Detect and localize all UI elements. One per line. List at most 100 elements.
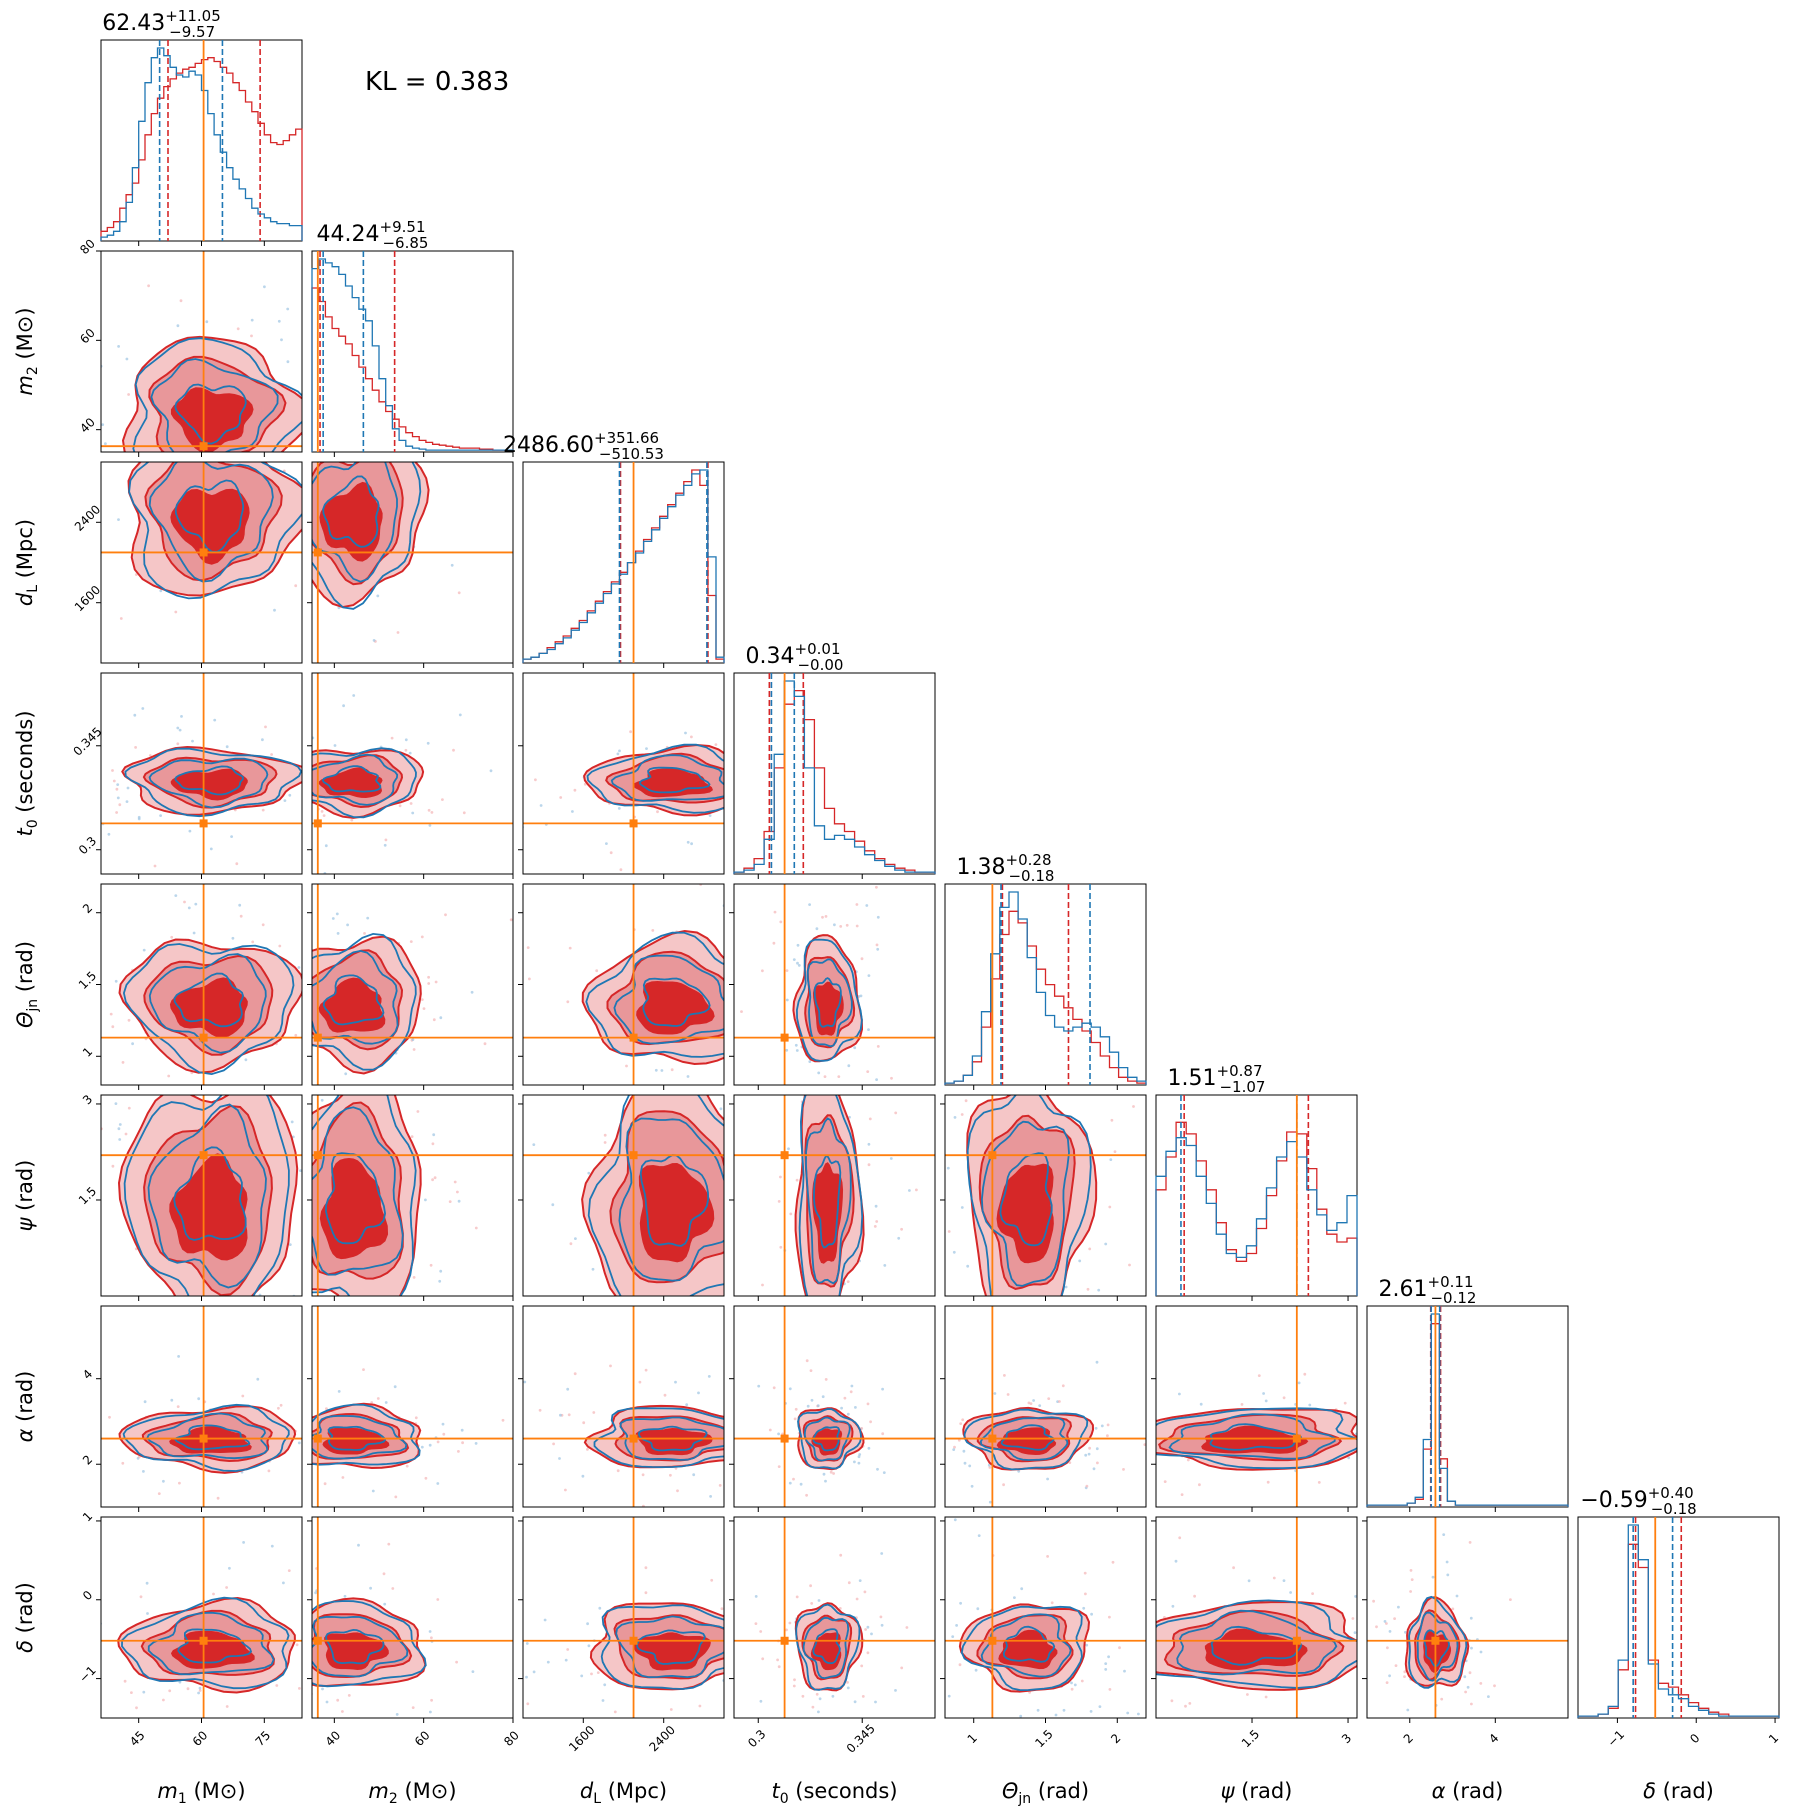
sample-point [855, 924, 859, 928]
sample-point [270, 753, 273, 756]
sample-point [304, 476, 307, 479]
sample-point [178, 1481, 181, 1485]
sample-point [60, 1288, 63, 1291]
sample-point [114, 979, 118, 983]
panel-frame [522, 461, 725, 664]
sample-point [28, 431, 31, 434]
sample-point [811, 1705, 815, 1709]
sample-point [352, 1089, 355, 1092]
sample-point [282, 1581, 285, 1585]
sample-point [953, 1116, 957, 1119]
sample-point [263, 285, 266, 289]
sample-point [1359, 1708, 1362, 1711]
sample-point [426, 741, 430, 745]
sample-point [174, 894, 178, 897]
sample-point [290, 1120, 294, 1124]
sample-point [109, 1012, 113, 1016]
sample-point [107, 832, 111, 836]
sample-point [559, 1413, 562, 1417]
scatter-panel-theta_jn-delta [938, 1516, 1147, 1723]
sample-point [618, 749, 621, 753]
x-axis-label-m2: m2 (M⊙) [368, 1779, 456, 1807]
sample-point [444, 913, 447, 917]
hist-blue [311, 258, 514, 452]
sample-point [167, 1074, 171, 1078]
sample-point [777, 1432, 780, 1436]
panel-content [312, 1517, 513, 1718]
sample-point [441, 798, 444, 801]
truth-marker [629, 1636, 638, 1645]
sample-point [341, 1476, 345, 1479]
sample-point [586, 1622, 589, 1626]
contour-red-inner [810, 1632, 842, 1671]
sample-point [48, 1429, 51, 1432]
contour-blue-outer [312, 1403, 421, 1466]
sample-point [532, 1143, 536, 1146]
panel-bg [1156, 1306, 1357, 1507]
panel-bg [101, 1306, 302, 1507]
sample-point [321, 1687, 324, 1691]
contour-blue-outer [132, 337, 302, 452]
contour-blue-outer [312, 932, 417, 1071]
y-tick-label: 0.345 [70, 724, 104, 758]
sample-point [1086, 1287, 1090, 1291]
sample-point [308, 498, 311, 501]
panel-frame [311, 1516, 514, 1719]
sample-point [320, 810, 324, 813]
sample-point [376, 594, 380, 598]
contour-blue-mid [980, 1613, 1072, 1678]
sample-point [101, 423, 105, 426]
sample-point [815, 1692, 819, 1696]
sample-point [571, 810, 574, 813]
sample-point [876, 1045, 880, 1048]
sample-point [350, 818, 354, 822]
sample-point [396, 631, 400, 634]
sample-point [879, 1615, 883, 1619]
contour-blue-inner [812, 1628, 841, 1665]
sample-point [4, 932, 7, 935]
sample-point [455, 1660, 458, 1664]
sample-point [436, 1482, 440, 1485]
sample-point [347, 1694, 351, 1697]
sample-point [543, 1618, 547, 1622]
scatter-panel-t0-theta_jn [729, 883, 936, 1090]
sample-point [946, 1166, 950, 1170]
sample-point [908, 1189, 911, 1192]
sample-point [1178, 1536, 1182, 1540]
sample-point [279, 1403, 283, 1407]
sample-point [821, 915, 824, 919]
sample-point [518, 791, 521, 794]
sample-point [959, 1601, 962, 1605]
sample-point [947, 1694, 951, 1698]
contour-blue-mid [980, 1120, 1070, 1287]
hist-blue [944, 891, 1147, 1085]
sample-point [460, 1428, 464, 1432]
sample-point [793, 1678, 796, 1682]
panel-frame [1155, 1516, 1358, 1719]
sample-point [389, 457, 392, 460]
sample-point [684, 731, 687, 735]
sample-point [674, 1380, 677, 1384]
sample-point [855, 903, 859, 906]
sample-point [720, 1607, 724, 1611]
sample-point [790, 1735, 793, 1738]
sample-point [846, 1686, 850, 1690]
sample-point [938, 1645, 941, 1648]
hist-panel-m2: 44.24+9.51 −6.85 [311, 218, 514, 457]
sample-point [371, 1489, 375, 1493]
hist-red [944, 910, 1147, 1085]
sample-point [772, 941, 776, 945]
sample-point [130, 1691, 133, 1694]
sample-point [966, 1264, 970, 1268]
sample-point [75, 797, 78, 800]
sample-point [212, 1592, 215, 1596]
sample-point [937, 1282, 940, 1285]
contour-red-inner [324, 1632, 389, 1670]
truth-marker [1292, 1434, 1301, 1443]
sample-point [821, 1395, 825, 1399]
sample-point [372, 639, 376, 642]
sample-point [1171, 1604, 1175, 1608]
panel-content [1367, 1517, 1568, 1718]
contour-blue-mid [148, 953, 267, 1054]
contour-blue-outer [128, 462, 302, 600]
